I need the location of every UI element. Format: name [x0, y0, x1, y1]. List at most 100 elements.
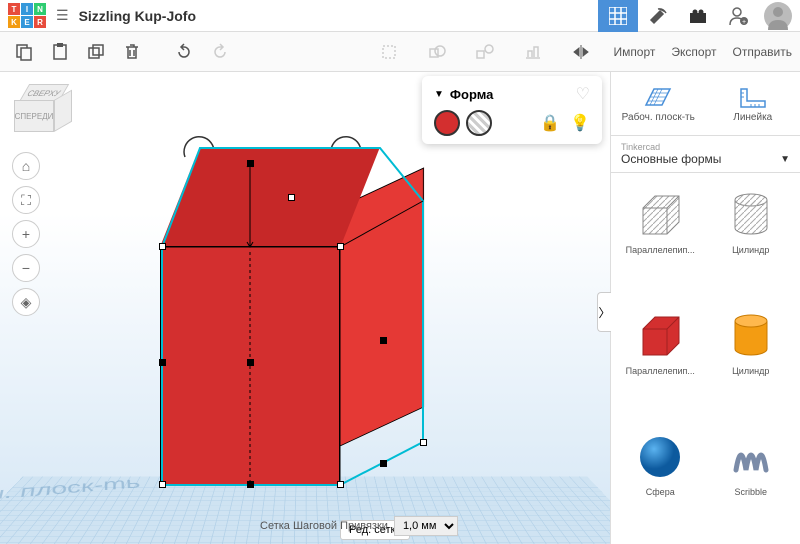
duplicate-button[interactable] — [80, 36, 112, 68]
handle-mr[interactable] — [380, 337, 387, 344]
top-bar-right: + — [598, 0, 792, 32]
snap-label-row: Сетка Шаговой Привязки 1,0 мм — [260, 516, 458, 536]
canvas[interactable]: ч. плоск-ть СВЕРХУ СПЕРЕДИ ⌂ ⛶ + − ◈ — [0, 72, 610, 544]
copy-icon — [15, 43, 33, 61]
handle-tr[interactable] — [337, 243, 344, 250]
top-bar-left: TIN KER ☰ Sizzling Kup-Jofo — [8, 3, 196, 28]
view-controls: ⌂ ⛶ + − ◈ — [12, 152, 40, 316]
shape-cylinder-hole[interactable]: Цилиндр — [708, 179, 795, 296]
redo-button[interactable] — [204, 36, 236, 68]
shape-label: Цилиндр — [732, 245, 769, 255]
fit-view-button[interactable]: ⛶ — [12, 186, 40, 214]
handle-bm[interactable] — [247, 481, 254, 488]
category-source: Tinkercad — [621, 142, 790, 152]
group-button[interactable] — [421, 36, 453, 68]
handle-bl[interactable] — [159, 481, 166, 488]
shape-box[interactable]: Параллелепип... — [617, 300, 704, 417]
account-button[interactable]: + — [718, 0, 758, 32]
shapes-sidebar: 〉 Рабоч. плоск-ть Линейка Tinkercad Осно… — [610, 72, 800, 544]
handle-ml[interactable] — [159, 359, 166, 366]
paste-button[interactable] — [44, 36, 76, 68]
ruler-icon — [739, 85, 767, 109]
align-button[interactable] — [517, 36, 549, 68]
shape-inspector-title: Форма — [450, 87, 493, 102]
mode-blocks-button[interactable] — [638, 0, 678, 32]
view-cube-front[interactable]: СПЕРЕДИ — [14, 100, 54, 132]
selected-shape-box[interactable] — [110, 132, 430, 452]
shape-inspector: ▼ Форма ♡ 🔒 💡 — [422, 76, 602, 144]
snap-select[interactable]: 1,0 мм — [394, 516, 458, 536]
tinkercad-logo[interactable]: TIN KER — [8, 3, 46, 28]
toolbar: Импорт Экспорт Отправить — [0, 32, 800, 72]
zoom-out-button[interactable]: − — [12, 254, 40, 282]
grid-icon — [609, 7, 627, 25]
handle-br-mid[interactable] — [380, 460, 387, 467]
show-all-button[interactable] — [373, 36, 405, 68]
brick-icon — [688, 7, 708, 25]
view-cube[interactable]: СВЕРХУ СПЕРЕДИ — [12, 84, 68, 140]
handle-mc[interactable] — [247, 359, 254, 366]
sidebar-collapse-button[interactable]: 〉 — [597, 292, 611, 332]
undo-icon — [175, 43, 193, 61]
avatar-icon — [764, 2, 792, 30]
ungroup-button[interactable] — [469, 36, 501, 68]
mirror-button[interactable] — [565, 36, 597, 68]
shape-label: Параллелепип... — [626, 366, 695, 376]
export-button[interactable]: Экспорт — [671, 45, 716, 59]
bulb-icon — [380, 43, 398, 61]
paste-icon — [51, 43, 69, 61]
shape-label: Сфера — [646, 487, 675, 497]
category-name: Основные формы — [621, 152, 721, 166]
person-plus-icon: + — [727, 5, 749, 27]
workplane-label: Рабоч. плоск-ть — [622, 112, 695, 123]
zoom-in-button[interactable]: + — [12, 220, 40, 248]
copy-button[interactable] — [8, 36, 40, 68]
shape-library: Параллелепип... Цилиндр Параллелепип... … — [611, 173, 800, 544]
ruler-label: Линейка — [733, 112, 772, 123]
project-title[interactable]: Sizzling Kup-Jofo — [79, 8, 196, 24]
snap-label: Сетка Шаговой Привязки — [260, 520, 388, 532]
svg-text:+: + — [742, 19, 746, 26]
handle-top-mid[interactable] — [288, 194, 295, 201]
lightbulb-icon[interactable]: 💡 — [570, 113, 590, 133]
redo-icon — [211, 43, 229, 61]
pickaxe-icon — [648, 6, 668, 26]
home-view-button[interactable]: ⌂ — [12, 152, 40, 180]
shape-scribble[interactable]: Scribble — [708, 421, 795, 538]
shape-cylinder[interactable]: Цилиндр — [708, 300, 795, 417]
workplane-icon — [644, 85, 672, 109]
mode-design-button[interactable] — [598, 0, 638, 32]
trash-icon — [123, 43, 141, 61]
bulb-icon[interactable]: ♡ — [576, 84, 590, 104]
shape-label: Scribble — [734, 487, 767, 497]
handle-tl[interactable] — [159, 243, 166, 250]
workplane-tool[interactable]: Рабоч. плоск-ть — [611, 72, 706, 135]
shape-box-hole[interactable]: Параллелепип... — [617, 179, 704, 296]
undo-button[interactable] — [168, 36, 200, 68]
chevron-down-icon: ▼ — [780, 154, 790, 165]
hole-button[interactable] — [466, 110, 492, 136]
lock-icon[interactable]: 🔒 — [540, 113, 560, 133]
import-button[interactable]: Импорт — [613, 45, 655, 59]
ruler-tool[interactable]: Линейка — [706, 72, 800, 135]
category-dropdown[interactable]: Tinkercad Основные формы ▼ — [611, 136, 800, 173]
ortho-button[interactable]: ◈ — [12, 288, 40, 316]
handle-back[interactable] — [420, 439, 427, 446]
shape-label: Параллелепип... — [626, 245, 695, 255]
delete-button[interactable] — [116, 36, 148, 68]
cube-front-face — [160, 246, 340, 486]
shape-sphere[interactable]: Сфера — [617, 421, 704, 538]
mode-bricks-button[interactable] — [678, 0, 718, 32]
ungroup-icon — [476, 43, 494, 61]
duplicate-icon — [87, 43, 105, 61]
handle-top-cone[interactable] — [247, 160, 254, 167]
toolbar-left — [8, 36, 236, 68]
user-avatar[interactable] — [764, 2, 792, 30]
send-button[interactable]: Отправить — [732, 45, 792, 59]
main-area: ч. плоск-ть СВЕРХУ СПЕРЕДИ ⌂ ⛶ + − ◈ — [0, 72, 800, 544]
solid-color-button[interactable] — [434, 110, 460, 136]
collapse-caret-icon[interactable]: ▼ — [434, 89, 444, 100]
project-list-icon[interactable]: ☰ — [56, 7, 69, 24]
top-bar: TIN KER ☰ Sizzling Kup-Jofo + — [0, 0, 800, 32]
handle-br[interactable] — [337, 481, 344, 488]
